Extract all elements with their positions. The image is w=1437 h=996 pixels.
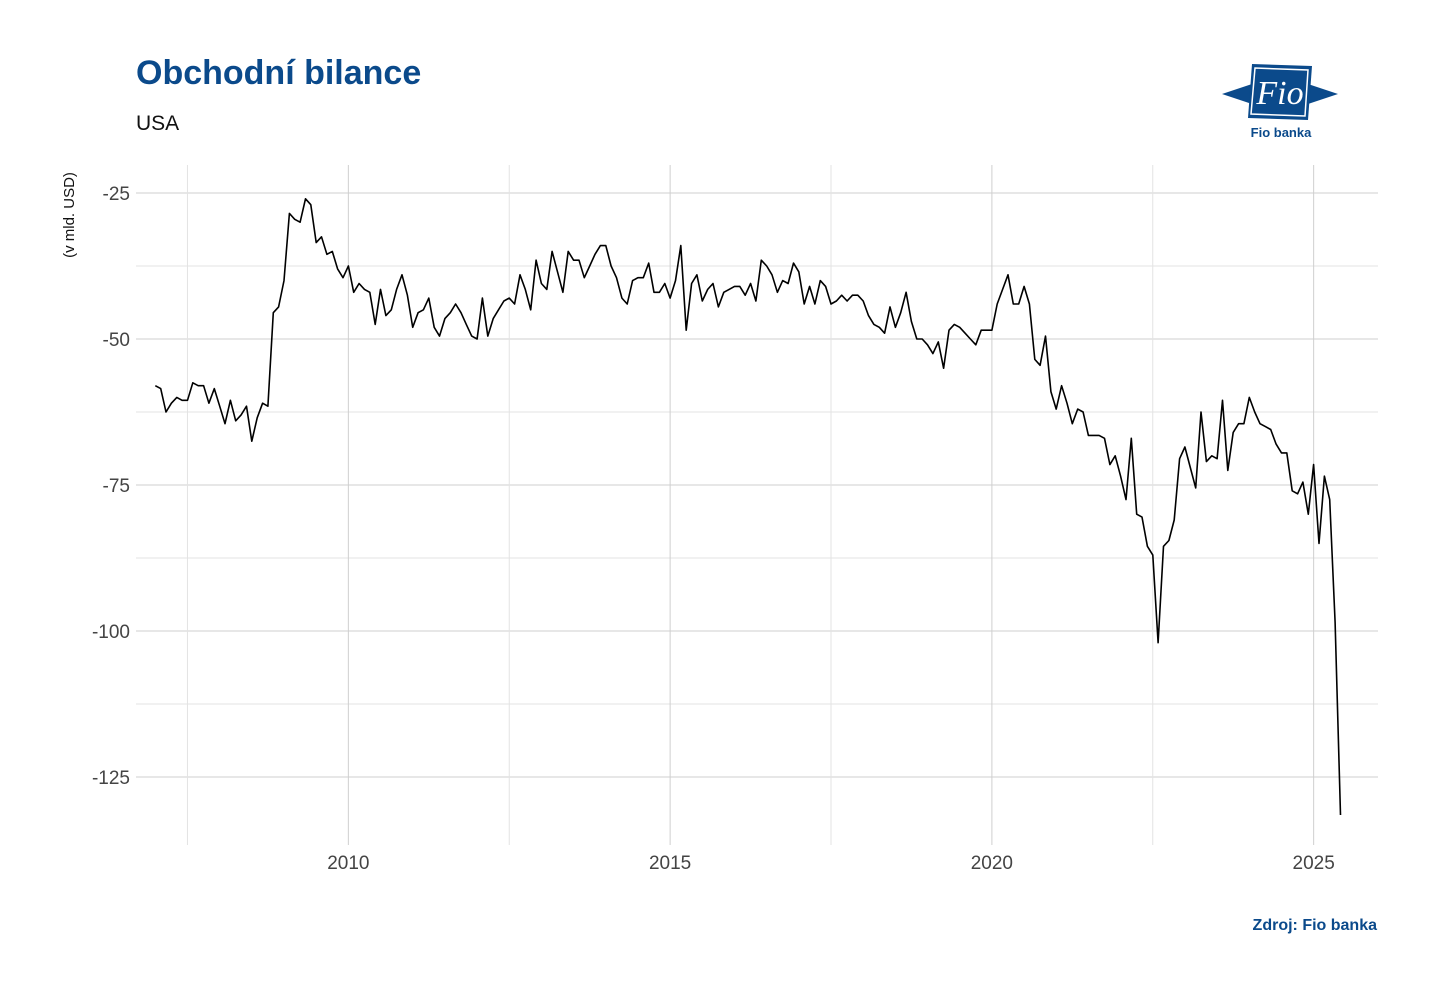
chart-title: Obchodní bilance xyxy=(136,54,422,92)
logo-text: Fio banka xyxy=(1250,125,1312,140)
y-axis-ticks: -25 -50 -75 -100 -125 xyxy=(92,184,130,789)
x-axis-ticks: 2010 2015 2020 2025 xyxy=(327,853,1335,874)
x-tick-label: 2010 xyxy=(327,853,369,874)
y-tick-label: -50 xyxy=(103,330,130,351)
y-tick-label: -75 xyxy=(103,476,130,497)
x-tick-label: 2015 xyxy=(649,853,691,874)
svg-text:Fio: Fio xyxy=(1255,75,1303,112)
fio-logo-icon: Fio xyxy=(1222,64,1338,120)
source-note: Zdroj: Fio banka xyxy=(1252,917,1377,934)
y-tick-label: -125 xyxy=(92,768,130,789)
y-axis-label: (v mld. USD) xyxy=(61,172,78,258)
y-tick-label: -100 xyxy=(92,622,130,643)
x-tick-label: 2025 xyxy=(1293,853,1335,874)
y-tick-label: -25 xyxy=(103,184,130,205)
chart-grid xyxy=(136,165,1378,845)
x-tick-label: 2020 xyxy=(971,853,1013,874)
chart-subtitle: USA xyxy=(136,112,180,135)
series-line xyxy=(154,198,1342,816)
